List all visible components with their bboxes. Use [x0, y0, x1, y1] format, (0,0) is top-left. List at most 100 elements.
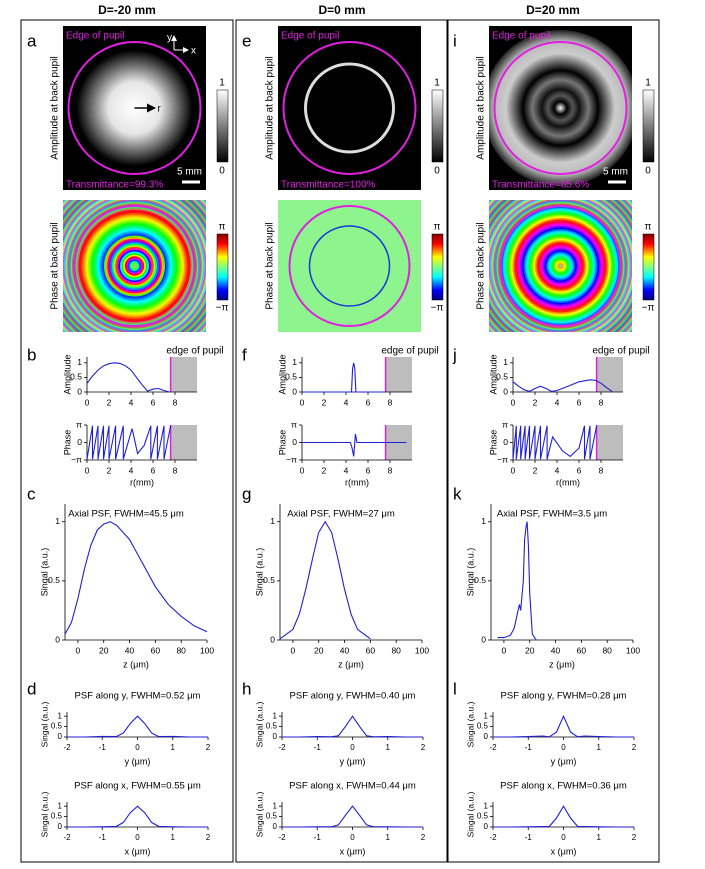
phase-ring — [530, 235, 592, 297]
data-line — [67, 805, 208, 828]
phase-ring — [554, 259, 568, 273]
data-line — [282, 805, 423, 828]
transmittance: Transmittance=100% — [281, 180, 376, 191]
x-axis-label: x (μm) — [551, 846, 577, 856]
chart-title: PSF along x, FWHM=0.36 μm — [500, 781, 627, 792]
y-tick-label: 0 — [484, 822, 489, 831]
phase-ring — [75, 206, 194, 326]
phase-ring — [528, 233, 593, 299]
y-tick-label: 0.5 — [496, 372, 508, 382]
x-tick-label: 8 — [599, 465, 604, 475]
panel-letter: i — [453, 31, 457, 50]
y-tick-label: 1 — [55, 516, 60, 526]
chart-title: PSF along y, FWHM=0.28 μm — [501, 691, 627, 702]
x-tick-label: -2 — [63, 833, 71, 842]
phase-ring — [526, 232, 595, 300]
x-axis-label: x (μm) — [125, 846, 151, 856]
x-tick-label: 1 — [597, 743, 602, 752]
x-tick-label: 2 — [632, 833, 637, 842]
y-axis-label: Amplitude — [488, 354, 498, 394]
y-tick-label: 0.5 — [477, 722, 489, 731]
x-tick-label: 80 — [391, 645, 401, 655]
phase-ring — [512, 217, 609, 315]
panel-letter: k — [453, 484, 462, 503]
data-line — [512, 425, 598, 460]
x-tick-label: 8 — [388, 465, 393, 475]
y-tick-label: 0.5 — [474, 575, 486, 585]
annotation: edge of pupil — [381, 346, 438, 357]
colorbar-label: π — [645, 222, 652, 233]
y-tick-label: −π — [497, 454, 508, 464]
y-axis-label: Singal (a.u.) — [254, 791, 264, 837]
x-tick-label: 2 — [421, 743, 426, 752]
y-tick-label: 0 — [484, 732, 489, 741]
phase-ring — [131, 262, 138, 270]
phase-ring — [514, 219, 608, 313]
x-tick-label: 4 — [555, 397, 560, 407]
phase-ring — [493, 200, 628, 332]
x-tick-label: 6 — [577, 465, 582, 475]
y-tick-label: 0 — [503, 437, 508, 447]
x-tick-label: 0 — [85, 397, 90, 407]
y-tick-label: 0 — [77, 386, 82, 396]
y-tick-label: 0 — [292, 386, 297, 396]
y-tick-label: 0 — [292, 437, 297, 447]
x-tick-label: 1 — [386, 833, 391, 842]
phase-ring — [538, 243, 584, 289]
phase-ring — [501, 206, 620, 326]
chart-title: PSF along x, FWHM=0.55 μm — [74, 781, 201, 792]
x-tick-label: 6 — [151, 465, 156, 475]
phase-ring — [89, 221, 180, 311]
y-tick-label: 0.5 — [51, 812, 63, 821]
phase-ring — [534, 240, 587, 292]
data-line — [302, 362, 386, 393]
x-tick-label: 1 — [597, 833, 602, 842]
y-tick-label: 0.5 — [266, 722, 278, 731]
x-tick-label: 2 — [533, 397, 538, 407]
phase-circle — [308, 225, 391, 307]
data-line — [493, 714, 634, 738]
colorbar-label: 0 — [434, 166, 440, 177]
phase-ring — [68, 200, 201, 332]
x-axis-label: z (μm) — [549, 659, 575, 669]
map-ylabel: Amplitude at back pupil — [476, 56, 487, 159]
shaded-region — [170, 425, 197, 460]
phase-ring — [97, 229, 172, 303]
y-tick-label: 1 — [292, 357, 297, 367]
x-tick-label: 0 — [350, 743, 355, 752]
x-tick-label: 1 — [386, 743, 391, 752]
x-axis-label: x (μm) — [340, 846, 366, 856]
x-tick-label: 40 — [125, 645, 135, 655]
shaded-region — [170, 357, 197, 392]
y-axis-label: Singal (a.u.) — [465, 701, 475, 747]
x-tick-label: 0 — [135, 743, 140, 752]
phase-ring — [549, 254, 572, 278]
pupil-edge — [282, 41, 417, 175]
y-tick-label: 1 — [58, 711, 63, 720]
x-tick-label: 6 — [151, 397, 156, 407]
y-tick-label: 1 — [58, 801, 63, 810]
x-tick-label: -1 — [99, 743, 107, 752]
y-axis-label: Singal (a.u.) — [465, 791, 475, 837]
map-ylabel: Phase at back pupil — [50, 222, 61, 309]
column-header: D=20 mm — [526, 3, 580, 17]
phase-map — [278, 200, 421, 332]
panel-letter: g — [242, 484, 251, 503]
x-tick-label: 60 — [577, 645, 587, 655]
phase-ring — [520, 225, 601, 307]
x-tick-label: 60 — [366, 645, 376, 655]
edge-label: Edge of pupil — [66, 31, 124, 42]
phase-ring — [63, 200, 206, 332]
y-tick-label: 1 — [503, 357, 508, 367]
y-axis-label: Amplitude — [277, 354, 287, 394]
phase-ring — [88, 219, 181, 313]
phase-ring — [116, 248, 153, 284]
column-frame — [235, 19, 449, 863]
y-tick-label: 1 — [77, 357, 82, 367]
phase-ring — [490, 200, 631, 332]
phase-ring — [533, 238, 588, 294]
y-axis-label: Phase — [277, 430, 287, 456]
x-tick-label: 0 — [511, 465, 516, 475]
x-tick-label: 0 — [561, 743, 566, 752]
